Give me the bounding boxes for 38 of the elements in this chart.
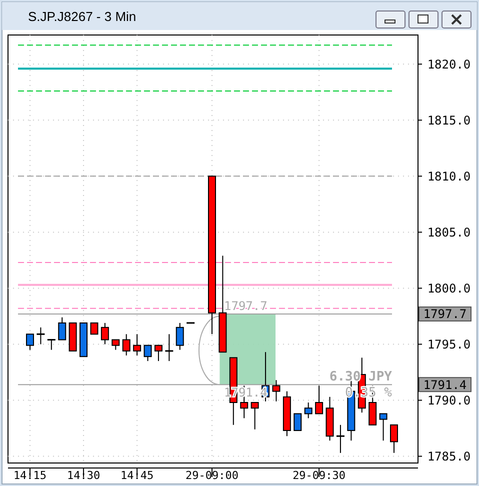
annotation: 0.35 %: [345, 386, 392, 401]
y-tick-label: 1805.0: [427, 225, 471, 240]
y-tick-label: 1795.0: [427, 337, 471, 352]
candlestick: [36, 326, 46, 345]
candlestick: [144, 344, 152, 362]
candlestick: [154, 344, 162, 362]
candlestick: [315, 385, 324, 414]
x-tick-label: 29-09:30: [292, 468, 346, 482]
x-tick-label: 14:30: [66, 468, 100, 482]
y-tick-label: 1810.0: [427, 169, 471, 184]
text: 1791.4: [423, 378, 467, 392]
candlestick: [26, 334, 34, 350]
y-tick-label: 1790.0: [427, 393, 471, 408]
x-tick-label: 14:45: [120, 468, 154, 482]
candlestick: [379, 413, 388, 442]
candlestick: [250, 402, 259, 430]
candlestick: [90, 322, 98, 335]
y-tick-label: 1815.0: [427, 113, 471, 128]
candlestick: [390, 424, 398, 454]
y-tick-label: 1785.0: [427, 449, 471, 464]
candlestick: [164, 334, 174, 362]
candlestick: [176, 322, 184, 350]
candlestick: [304, 402, 312, 419]
x-tick-label: 29-09:00: [186, 468, 238, 482]
candlestick: [100, 322, 109, 345]
y-tick-label: 1820.0: [427, 57, 471, 72]
x-tick-label: 14:15: [13, 468, 47, 482]
text: 1797.7: [423, 307, 467, 322]
chart-title: S.JP.J8267 - 3 Min: [28, 9, 136, 24]
candlestick: [58, 316, 66, 340]
candlestick: [122, 334, 130, 356]
candlestick: [133, 334, 142, 356]
candlestick: [294, 413, 302, 432]
candlestick: [46, 339, 56, 350]
y-tick-label: 1800.0: [427, 281, 471, 296]
candlestick: [272, 380, 280, 402]
candlestick: [336, 424, 346, 454]
candlestick: [112, 339, 120, 350]
